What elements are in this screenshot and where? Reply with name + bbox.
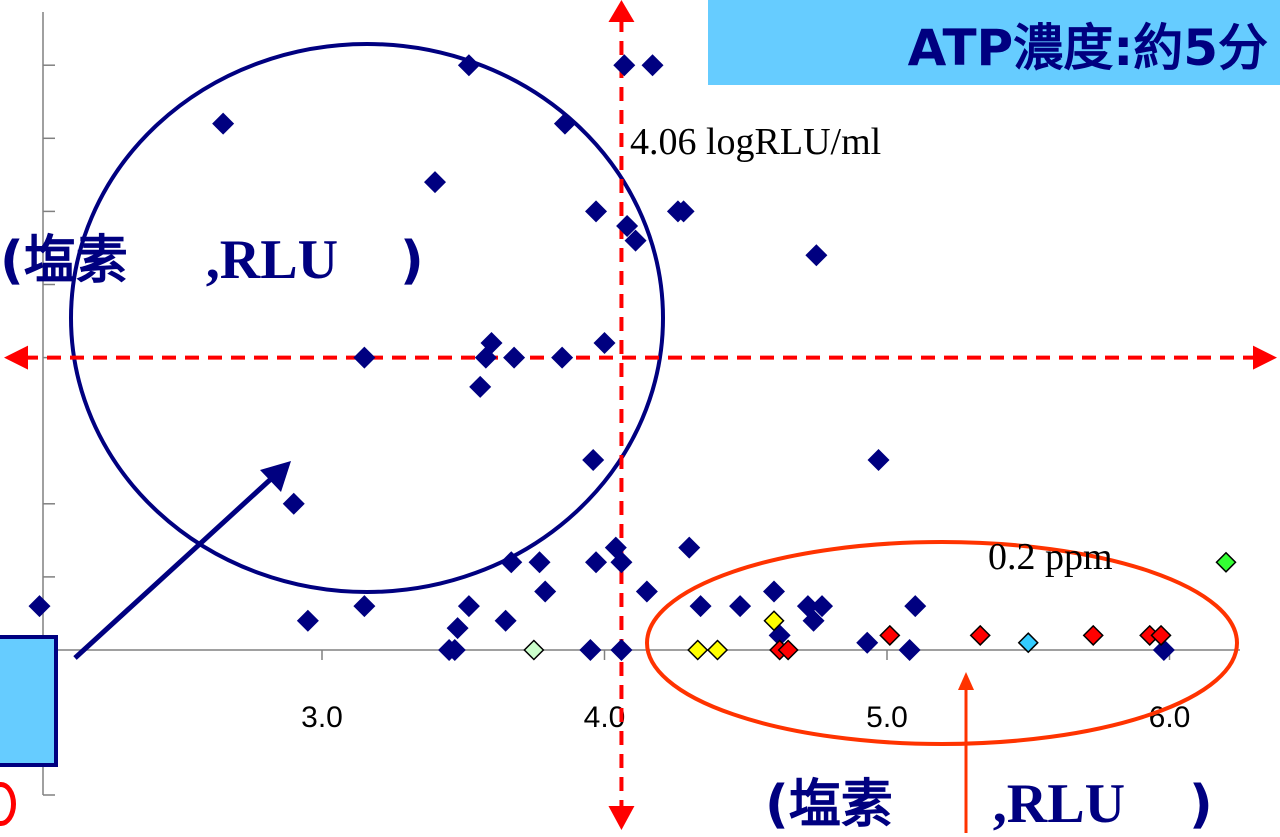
data-point [616, 215, 639, 238]
x-tick-label: 5.0 [866, 701, 908, 734]
data-point [904, 595, 927, 618]
title-banner [708, 0, 1280, 85]
data-point [802, 609, 825, 632]
y-threshold-arrow-right [1253, 345, 1277, 370]
side-legend-box [0, 635, 58, 767]
navy-arrow-line [73, 476, 274, 660]
data-point [1082, 624, 1104, 646]
data-point [585, 200, 608, 223]
data-point [500, 551, 523, 574]
data-point [805, 244, 828, 267]
x-tick-label: 3.0 [301, 701, 343, 734]
lower-group-ellipse [645, 540, 1239, 746]
data-point [457, 54, 480, 77]
data-point [28, 595, 51, 618]
lower-close-paren: ) [1189, 775, 1213, 835]
lower-rlu-text: RLU [1006, 773, 1126, 835]
upper-group-circle [69, 42, 665, 594]
upper-open-paren: ( [0, 231, 24, 291]
data-point [424, 171, 446, 194]
data-point [480, 331, 503, 354]
data-point [624, 229, 647, 252]
data-point [353, 595, 376, 618]
data-point [282, 492, 305, 515]
data-point [763, 610, 785, 632]
data-point [446, 617, 469, 640]
threshold-x-label: 4.06 logRLU/ml [630, 121, 882, 163]
data-point [551, 346, 574, 369]
data-point [610, 551, 633, 574]
data-point [212, 112, 235, 135]
data-point [678, 536, 701, 559]
data-point [879, 624, 901, 646]
upper-group-label: (塩素 ,RLU) [0, 218, 424, 293]
data-point [503, 346, 526, 369]
annotation-arrows [73, 461, 974, 833]
data-point [1152, 639, 1175, 661]
data-point [469, 375, 492, 398]
data-point [687, 639, 709, 661]
lower-separator: , [992, 773, 1007, 835]
data-point [898, 639, 921, 661]
data-point [811, 595, 834, 618]
x-tick-label: 4.0 [584, 701, 626, 734]
x-threshold-arrow-top [608, 0, 635, 22]
data-point [353, 346, 376, 369]
data-point [523, 639, 545, 661]
data-point [494, 609, 517, 632]
data-point [1017, 632, 1039, 654]
data-point [763, 580, 785, 603]
lower-chlorine-text: 塩素 [788, 775, 893, 835]
data-point [635, 580, 658, 603]
data-point [729, 595, 752, 618]
data-point [443, 639, 466, 661]
chart-title: ATP濃度:約5分 [907, 19, 1268, 77]
data-point [1150, 624, 1172, 646]
navy-arrow-head [260, 461, 291, 492]
orange-arrow-head [958, 672, 974, 690]
data-point [610, 639, 633, 661]
threshold-lines [4, 0, 1277, 830]
data-point [528, 551, 551, 574]
data-point [296, 609, 319, 632]
data-point [457, 595, 480, 618]
axes: 3.0 4.0 5.0 6.0 [42, 12, 1240, 796]
data-point [856, 631, 879, 654]
y-threshold-arrow-left [4, 345, 28, 370]
data-point [585, 551, 608, 574]
lower-open-paren: ( [765, 775, 789, 835]
upper-separator: , [205, 229, 220, 291]
data-point [672, 200, 695, 223]
data-point [593, 331, 616, 354]
data-point [641, 54, 664, 77]
threshold-y-label: 0.2 ppm [988, 536, 1113, 578]
upper-rlu-text: RLU [219, 229, 339, 291]
data-point [579, 639, 602, 661]
data-points [28, 54, 1237, 661]
lower-group-label: (塩素 ,RLU) [765, 762, 1213, 837]
data-point [689, 595, 712, 618]
upper-close-paren: ) [400, 231, 424, 291]
data-point [706, 639, 729, 661]
data-point [969, 624, 991, 646]
data-point [1215, 551, 1237, 573]
data-point [867, 448, 890, 471]
upper-chlorine-text: 塩素 [23, 231, 128, 291]
data-point [553, 112, 576, 135]
group-ellipses [69, 42, 1239, 746]
data-point [613, 54, 636, 77]
data-point [534, 580, 557, 603]
data-point [582, 448, 605, 471]
x-threshold-arrow-bottom [608, 806, 635, 830]
data-point [777, 639, 799, 661]
